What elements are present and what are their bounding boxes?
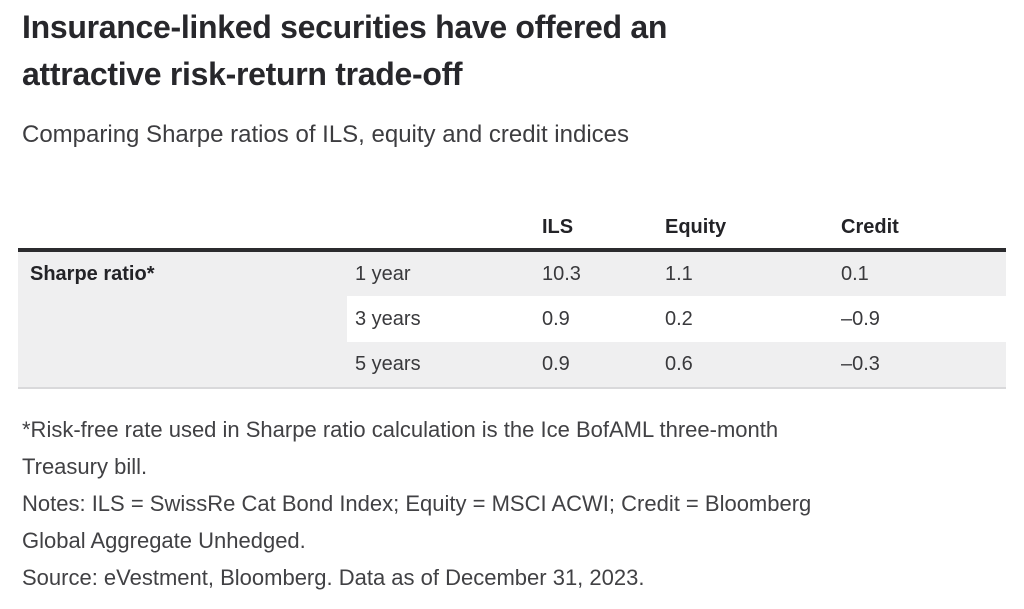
- cell-equity-5-years: 0.6: [665, 342, 841, 389]
- figure: Insurance-linked securities have offered…: [18, 4, 1006, 596]
- cell-period-3-years: 3 years: [347, 296, 542, 342]
- table-header: ILS Equity Credit: [18, 206, 1006, 252]
- cell-credit-1-year: 0.1: [841, 250, 1006, 296]
- header-cell-empty-2: [347, 206, 542, 252]
- footnote-notes-line-2: Global Aggregate Unhedged.: [22, 528, 306, 553]
- cell-ils-3-years: 0.9: [542, 296, 665, 342]
- header-cell-equity: Equity: [665, 206, 841, 252]
- table-body: Sharpe ratio* 1 year 10.3 1.1 0.1 3 year…: [18, 250, 1006, 389]
- header-cell-credit: Credit: [841, 206, 1006, 252]
- cell-period-1-year: 1 year: [347, 250, 542, 296]
- figure-subtitle: Comparing Sharpe ratios of ILS, equity a…: [22, 121, 629, 148]
- footnote-notes: Notes: ILS = SwissRe Cat Bond Index; Equ…: [22, 485, 1006, 559]
- figure-title-line-1: Insurance-linked securities have offered…: [22, 9, 668, 45]
- footnotes: *Risk-free rate used in Sharpe ratio cal…: [22, 411, 1006, 596]
- cell-ils-5-years: 0.9: [542, 342, 665, 389]
- cell-period-5-years: 5 years: [347, 342, 542, 389]
- cell-equity-1-year: 1.1: [665, 250, 841, 296]
- table-row-1-year: Sharpe ratio* 1 year 10.3 1.1 0.1: [18, 250, 1006, 389]
- row-group-label: Sharpe ratio*: [18, 250, 347, 389]
- figure-title-line-2: attractive risk-return trade-off: [22, 56, 463, 92]
- footnote-notes-line-1: Notes: ILS = SwissRe Cat Bond Index; Equ…: [22, 491, 812, 516]
- footnote-risk-free-line-2: Treasury bill.: [22, 454, 148, 479]
- table-row-3-years: 3 years 0.9 0.2 –0.9: [18, 296, 1006, 342]
- sharpe-ratio-table: ILS Equity Credit Sharpe ratio* 1 year 1…: [18, 206, 1006, 389]
- footnote-risk-free: *Risk-free rate used in Sharpe ratio cal…: [22, 411, 1006, 485]
- footnote-risk-free-line-1: *Risk-free rate used in Sharpe ratio cal…: [22, 417, 779, 442]
- header-cell-empty-1: [18, 206, 347, 252]
- header-cell-ils: ILS: [542, 206, 665, 252]
- cell-credit-3-years: –0.9: [841, 296, 1006, 342]
- figure-title: Insurance-linked securities have offered…: [22, 4, 1006, 98]
- cell-equity-3-years: 0.2: [665, 296, 841, 342]
- table-header-row: ILS Equity Credit: [18, 206, 1006, 252]
- table-row-5-years: 5 years 0.9 0.6 –0.3: [18, 342, 1006, 389]
- cell-credit-5-years: –0.3: [841, 342, 1006, 389]
- cell-ils-1-year: 10.3: [542, 250, 665, 296]
- footnote-source: Source: eVestment, Bloomberg. Data as of…: [22, 565, 645, 590]
